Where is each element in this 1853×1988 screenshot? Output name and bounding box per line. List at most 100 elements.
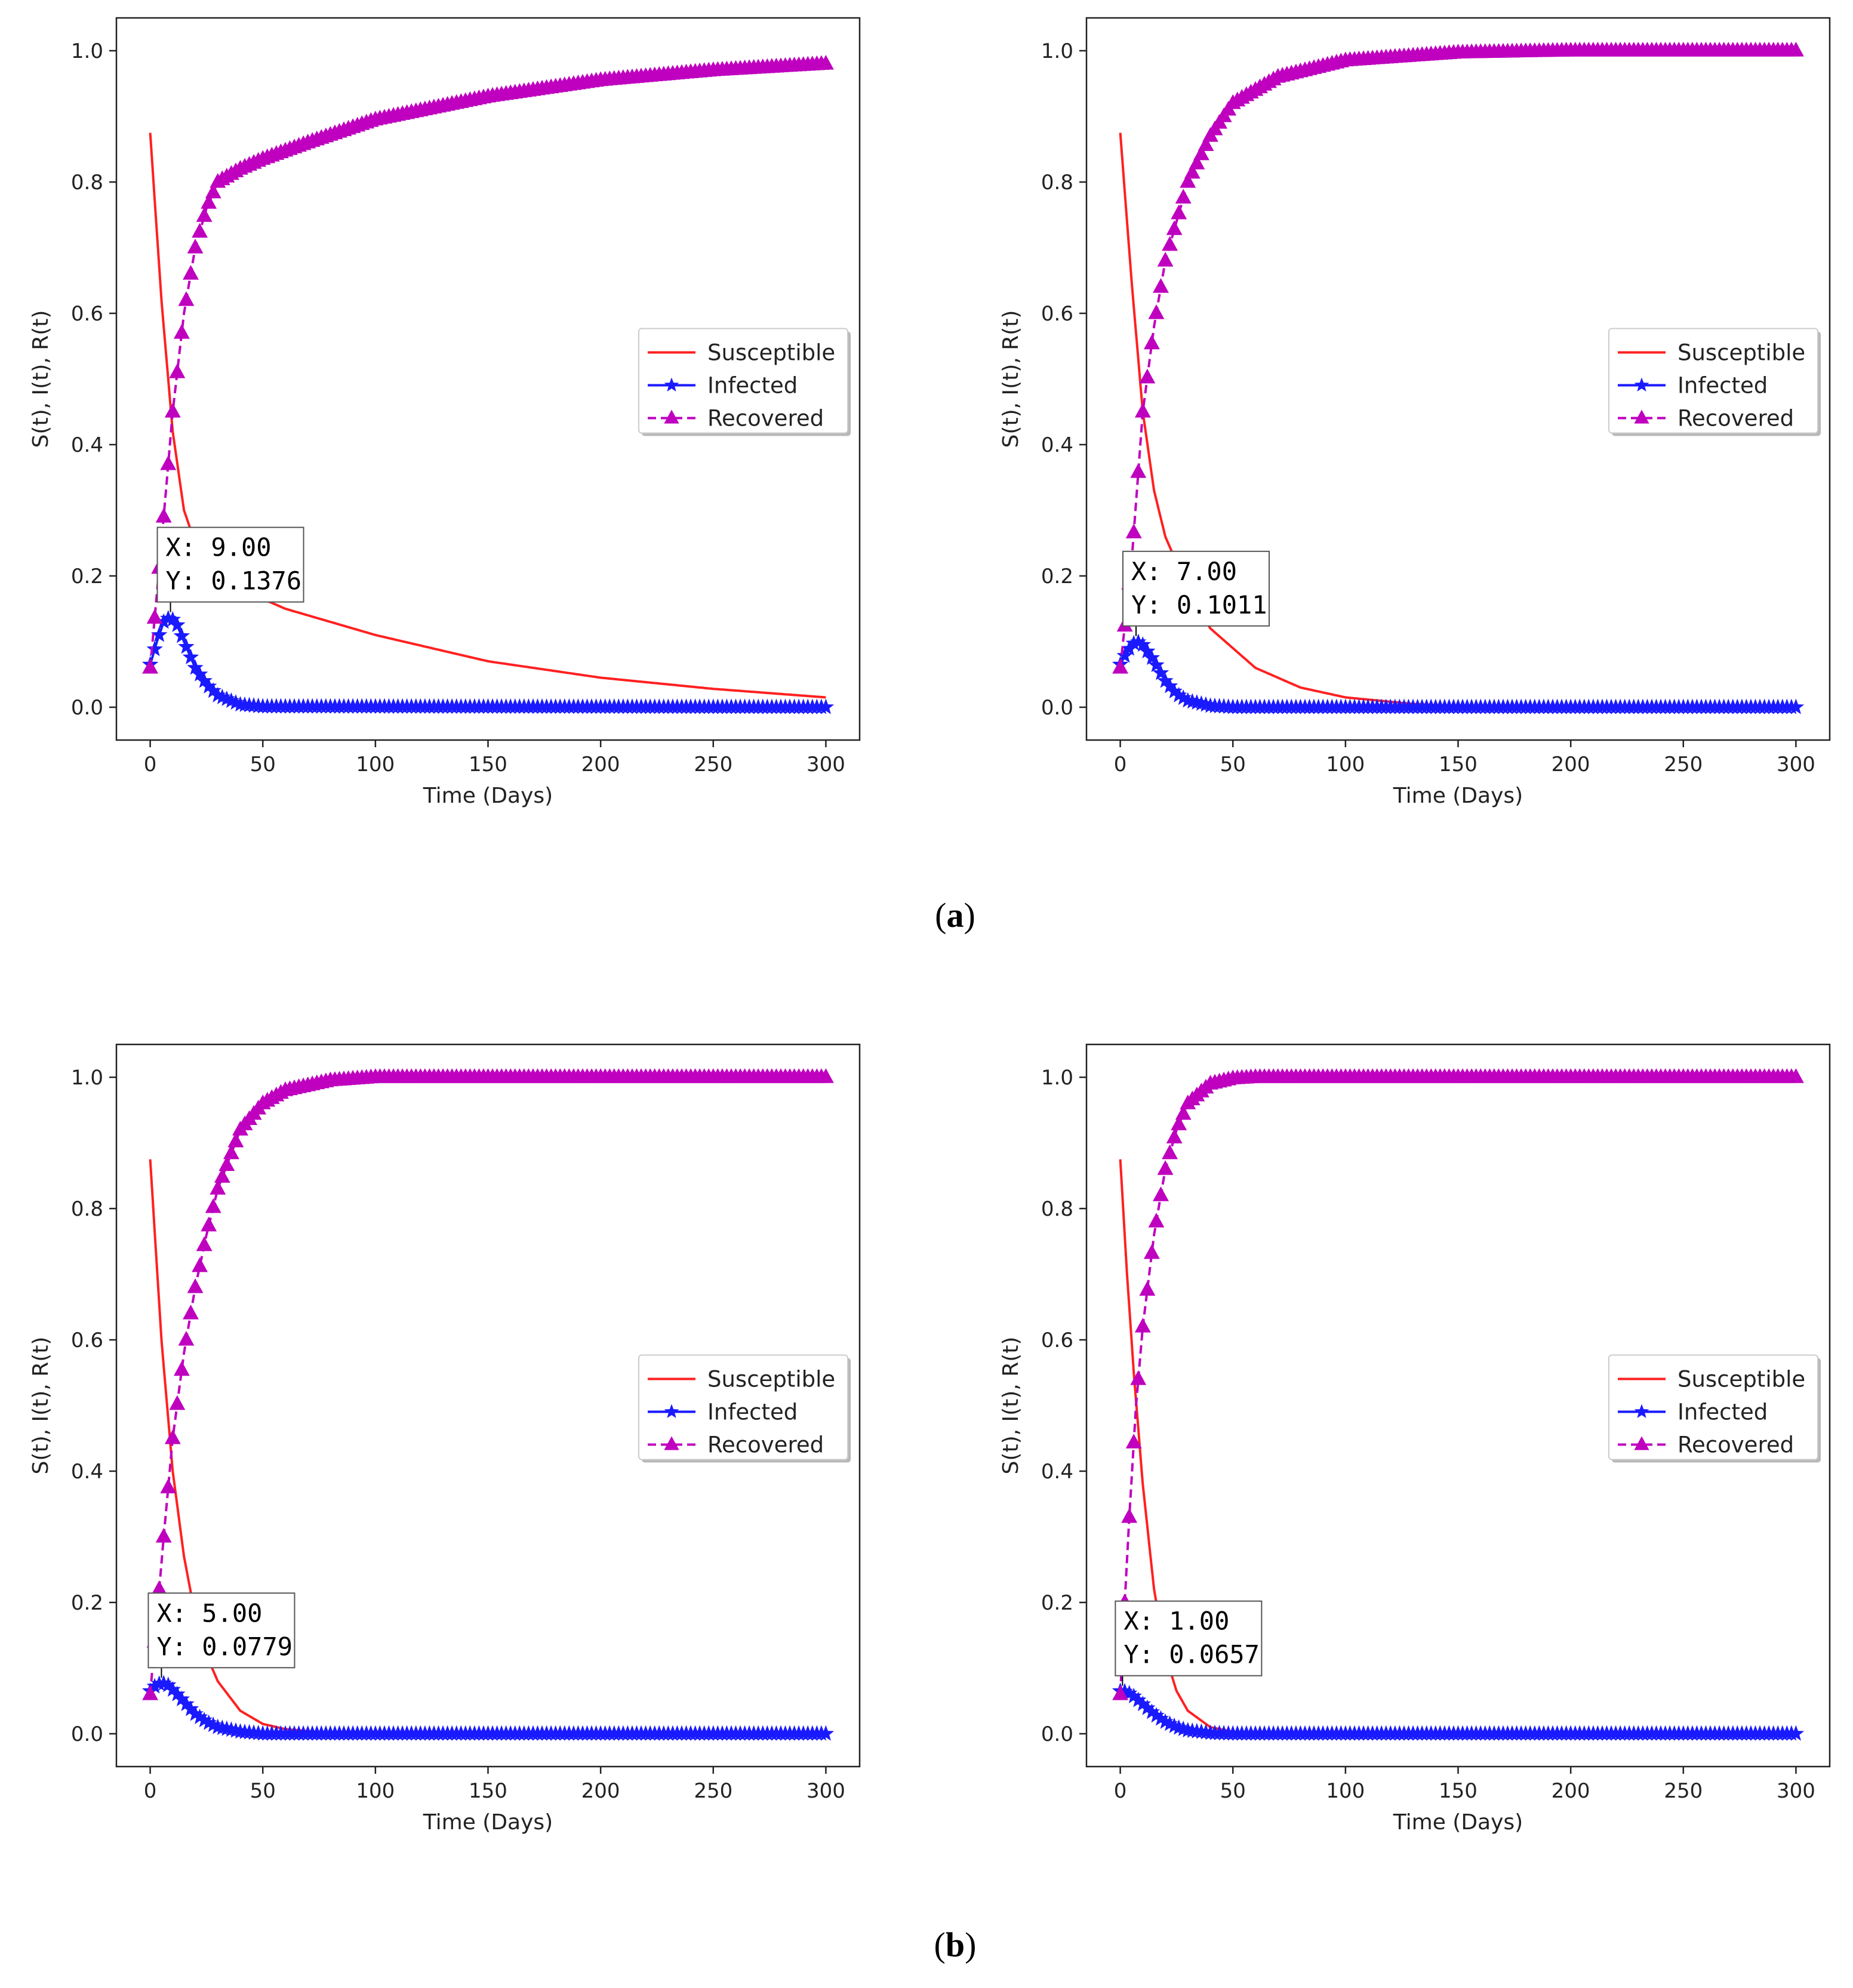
legend: Susceptible Infected Recovered (638, 328, 851, 436)
y-tick-label: 0.0 (1041, 1722, 1073, 1746)
y-tick-label: 0.4 (71, 1460, 103, 1484)
datatip-box (147, 1592, 296, 1669)
data-point (150, 626, 168, 642)
datatip: X: 1.00 Y: 0.0657 (1115, 1600, 1263, 1686)
y-tick-label: 0.4 (1041, 433, 1073, 457)
data-point (1193, 145, 1209, 161)
x-tick-label: 50 (250, 753, 276, 776)
legend-label: Susceptible (1677, 340, 1805, 366)
x-tick-label: 0 (144, 753, 157, 776)
x-tick-label: 100 (356, 753, 395, 776)
data-point (1121, 1508, 1138, 1523)
plot-area (1112, 41, 1805, 714)
data-point (1157, 1160, 1174, 1175)
data-point (1175, 189, 1192, 204)
data-point (1148, 656, 1165, 673)
datatip-y: Y: 0.0779 (156, 1632, 293, 1661)
y-tick-label: 0.0 (71, 1722, 103, 1746)
datatip: X: 9.00 Y: 0.1376 (156, 526, 304, 612)
data-point (201, 194, 217, 209)
x-tick-label: 250 (694, 1779, 732, 1803)
series-recovered (1112, 1068, 1804, 1700)
x-tick-label: 300 (1777, 1779, 1815, 1803)
data-point (1787, 1068, 1804, 1083)
x-tick-label: 200 (581, 753, 620, 776)
data-point (192, 1257, 208, 1272)
x-tick-label: 150 (1439, 1779, 1478, 1803)
data-point (142, 1685, 159, 1700)
legend: Susceptible Infected Recovered (1608, 1354, 1821, 1463)
datatip-box (156, 526, 304, 603)
data-point (160, 455, 177, 470)
x-tick-label: 200 (1552, 753, 1590, 776)
x-tick-label: 100 (1326, 753, 1365, 776)
data-point (1180, 172, 1196, 188)
x-axis-label: Time (Days) (423, 1810, 553, 1835)
y-axis-label: S(t), I(t), R(t) (29, 310, 53, 448)
y-tick-label: 0.8 (71, 1197, 103, 1221)
datatip-y: Y: 0.0657 (1124, 1640, 1260, 1669)
data-point (146, 609, 163, 624)
legend-label: Infected (707, 373, 798, 399)
plot-area (141, 1068, 835, 1741)
data-point (1125, 1434, 1142, 1448)
datatip-x: X: 7.00 (1131, 557, 1237, 586)
legend-entry-infected: Infected (648, 1400, 798, 1425)
data-point (160, 1478, 177, 1494)
data-point (1139, 643, 1156, 659)
legend-marker-star (1634, 1404, 1649, 1418)
legend-entry-susceptible: Susceptible (648, 1367, 835, 1392)
datatip: X: 5.00 Y: 0.0779 (147, 1592, 296, 1678)
legend-marker-triangle (664, 409, 679, 424)
data-point (1143, 1244, 1160, 1259)
y-tick-label: 0.0 (71, 696, 103, 720)
legend-entry-susceptible: Susceptible (1618, 340, 1805, 366)
datatip: X: 7.00 Y: 0.1011 (1122, 550, 1270, 636)
legend-entry-susceptible: Susceptible (648, 340, 835, 366)
data-point (1148, 304, 1165, 319)
data-point (164, 1429, 181, 1444)
data-point (817, 1725, 835, 1741)
legend-label: Infected (707, 1400, 798, 1425)
x-tick-label: 300 (1777, 753, 1815, 776)
legend-label: Susceptible (1677, 1367, 1805, 1392)
y-tick-label: 1.0 (71, 39, 103, 63)
legend-marker-star (1634, 377, 1649, 392)
data-point (223, 1144, 239, 1160)
chart-panel-2: 0 50 100 150 200 250 300 0.0 0.2 0.4 0.6 0.8 1.0 Time… (29, 1043, 861, 1835)
data-point (205, 1198, 221, 1213)
data-point (1787, 698, 1805, 714)
y-tick-label: 0.6 (1041, 302, 1073, 326)
data-point (817, 54, 834, 70)
data-point (1166, 220, 1183, 235)
legend-box (638, 1354, 848, 1460)
data-point (164, 402, 181, 418)
data-point (173, 323, 190, 339)
x-tick-label: 50 (1220, 753, 1246, 776)
data-point (155, 1527, 172, 1543)
x-tick-label: 100 (1326, 1779, 1365, 1803)
data-point (1134, 402, 1151, 418)
data-point (187, 1278, 204, 1293)
datatip-box (1115, 1600, 1263, 1676)
y-tick-label: 0.6 (71, 1329, 103, 1352)
data-point (1166, 1129, 1183, 1144)
chart-panel-0: 0 50 100 150 200 250 300 0.0 0.2 0.4 0.6 0.8 1.0 Time… (29, 17, 861, 808)
datatip-x: X: 5.00 (156, 1598, 262, 1628)
legend-marker-triangle (1634, 409, 1649, 424)
legend-label: Susceptible (707, 1367, 835, 1392)
y-tick-label: 0.6 (1041, 1329, 1073, 1352)
legend-marker-triangle (664, 1436, 679, 1450)
data-point (1148, 1212, 1165, 1228)
series-infected (1112, 1682, 1805, 1741)
legend-box (1608, 1354, 1818, 1460)
legend-box (1608, 328, 1818, 434)
data-point (182, 648, 199, 665)
data-point (178, 1330, 195, 1346)
data-point (1171, 1115, 1187, 1130)
data-point (201, 1216, 217, 1232)
data-point (187, 659, 204, 675)
data-point (1112, 658, 1129, 674)
data-point (155, 507, 172, 523)
